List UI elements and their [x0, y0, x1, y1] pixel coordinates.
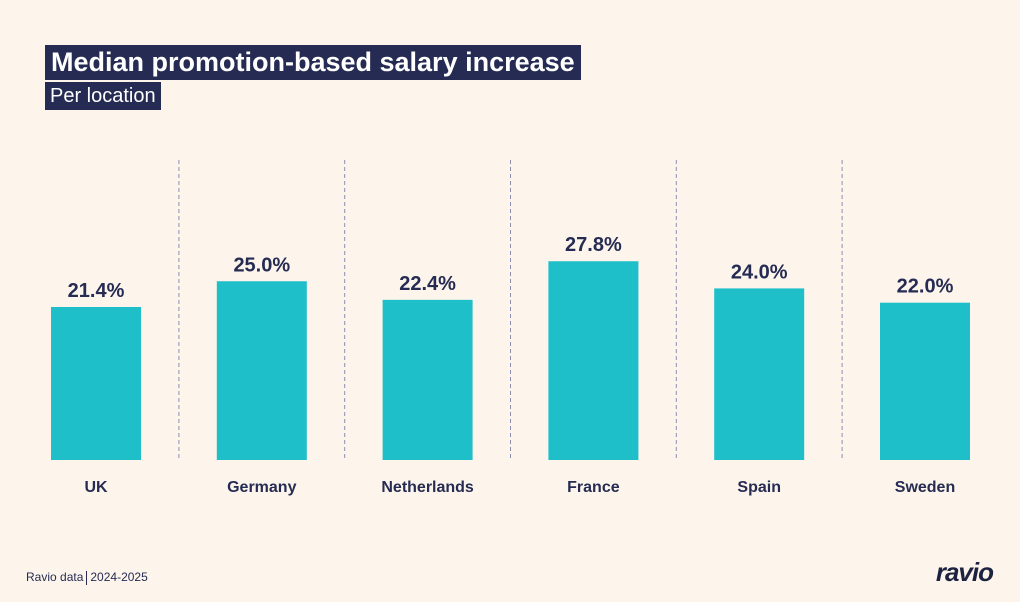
chart-subtitle: Per location: [45, 82, 161, 110]
footer-source: Ravio data 2024-2025: [26, 570, 148, 585]
category-label: Sweden: [895, 479, 955, 496]
data-label: 24.0%: [731, 261, 788, 283]
chart-title: Median promotion-based salary increase: [45, 45, 581, 80]
bar-netherlands: [382, 299, 473, 460]
category-label: Spain: [737, 479, 781, 496]
category-label: UK: [84, 479, 108, 496]
data-label: 22.4%: [399, 273, 456, 295]
bar-germany: [216, 281, 307, 460]
period-text: 2024-2025: [90, 570, 148, 584]
bar-sweden: [880, 302, 970, 460]
source-text: Ravio data: [26, 570, 84, 584]
data-label: 22.0%: [897, 276, 954, 298]
bar-spain: [714, 288, 805, 460]
category-label: Netherlands: [381, 479, 474, 496]
bar-uk: [51, 306, 141, 460]
ravio-logo: ravio: [935, 557, 994, 587]
category-label: France: [567, 479, 620, 496]
category-label: Germany: [227, 479, 296, 496]
footer-divider: [86, 570, 88, 585]
data-label: 21.4%: [68, 280, 125, 302]
data-label: 25.0%: [233, 254, 290, 276]
bar-france: [548, 261, 639, 460]
data-label: 27.8%: [565, 234, 622, 256]
